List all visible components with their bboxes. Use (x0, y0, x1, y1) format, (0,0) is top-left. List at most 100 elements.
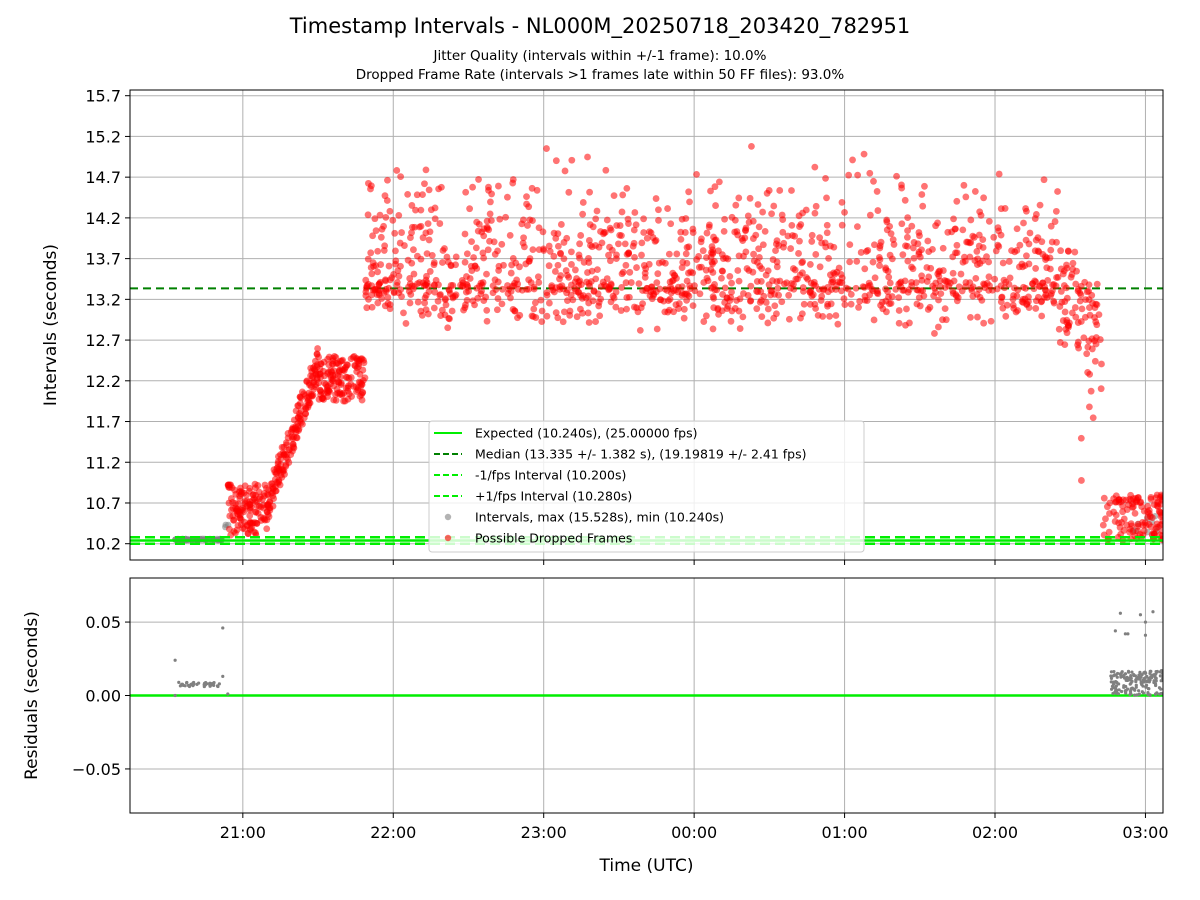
dropped-frame-point (978, 296, 986, 304)
residual-point (1158, 670, 1162, 674)
residual-point (1135, 676, 1139, 680)
top-ytick-label: 13.7 (85, 250, 121, 269)
dropped-frame-point (259, 514, 267, 522)
dropped-frame-point (483, 270, 490, 278)
dropped-frame-point (351, 361, 359, 369)
dropped-frame-point (808, 231, 816, 239)
dropped-frame-point (854, 223, 861, 231)
dropped-frame-point (316, 365, 324, 373)
dropped-frame-point (323, 383, 331, 391)
dropped-frame-point (1051, 218, 1059, 225)
dropped-frame-point (840, 295, 848, 303)
dropped-frame-point (1055, 325, 1063, 333)
dropped-frame-point (747, 282, 755, 290)
dropped-frame-point (384, 176, 391, 184)
dropped-frame-point (627, 279, 635, 286)
dropped-frame-point (1013, 247, 1021, 254)
residual-point (173, 658, 177, 662)
dropped-frame-point (448, 307, 456, 315)
residual-point (1123, 672, 1128, 676)
residual-point (1151, 610, 1155, 614)
residual-ytick-label: 0.00 (85, 687, 121, 706)
dropped-frame-point (902, 242, 909, 250)
dropped-frame-point (935, 272, 943, 280)
dropped-frame-point (641, 273, 649, 281)
dropped-frame-point (721, 284, 729, 292)
dropped-frame-point (736, 295, 744, 303)
dropped-frame-point (1047, 246, 1055, 254)
dropped-frame-point (925, 273, 933, 281)
dropped-frame-point (772, 247, 779, 255)
dropped-frame-point (414, 280, 421, 288)
dropped-frame-point (1010, 292, 1017, 299)
dropped-frame-point (297, 394, 305, 402)
residual-point (1137, 692, 1141, 696)
dropped-frame-point (434, 297, 442, 305)
dropped-frame-point (601, 229, 609, 236)
dropped-frame-point (904, 257, 912, 265)
dropped-frame-point (565, 188, 573, 196)
dropped-frame-point (715, 178, 723, 186)
dropped-frame-point (949, 269, 957, 277)
dropped-frame-point (1100, 494, 1108, 502)
dropped-frame-point (425, 236, 433, 244)
residual-points (173, 610, 1163, 698)
dropped-frame-point (613, 222, 621, 229)
dropped-frame-point (392, 247, 399, 255)
dropped-frame-point (545, 299, 553, 307)
dropped-frame-point (1069, 259, 1077, 267)
residual-point (1123, 632, 1127, 636)
dropped-frame-point (483, 317, 491, 325)
residual-point (1144, 685, 1148, 689)
dropped-frame-point (749, 235, 757, 242)
dropped-frame-point (539, 228, 547, 236)
dropped-frame-point (719, 255, 727, 262)
dropped-frame-point (1025, 240, 1033, 248)
dropped-frame-point (342, 373, 350, 381)
residual-point (1129, 692, 1133, 696)
dropped-frame-point (1157, 513, 1163, 521)
dropped-frame-point (680, 305, 688, 313)
dropped-frame-point (728, 307, 736, 315)
dropped-frame-point (866, 169, 874, 177)
dropped-frame-point (280, 443, 288, 451)
dropped-frame-point (1085, 287, 1093, 295)
dropped-frame-point (589, 297, 597, 305)
residual-point (1117, 682, 1121, 686)
dropped-frame-point (745, 218, 753, 226)
dropped-frame-point (431, 288, 439, 296)
dropped-frame-point (742, 224, 750, 232)
dropped-frame-point (665, 306, 673, 314)
dropped-frame-point (538, 318, 546, 326)
dropped-frame-point (1005, 258, 1013, 265)
residual-point (1113, 629, 1117, 633)
dropped-frame-point (408, 259, 416, 267)
dropped-frame-point (1032, 211, 1040, 218)
dropped-frame-point (524, 222, 531, 229)
dropped-frame-point (592, 215, 600, 223)
dropped-frame-point (364, 211, 372, 219)
dropped-frame-point (577, 305, 584, 313)
legend-entry-label: Median (13.335 +/- 1.382 s), (19.19819 +… (475, 447, 806, 462)
dropped-frame-point (395, 272, 403, 280)
dropped-frame-point (732, 201, 740, 209)
dropped-frame-point (686, 198, 693, 206)
dropped-frame-point (886, 251, 894, 259)
dropped-frame-point (884, 288, 891, 295)
dropped-frame-point (753, 278, 761, 285)
dropped-frame-point (885, 273, 893, 281)
residual-point (1128, 676, 1132, 680)
dropped-frame-point (616, 231, 624, 239)
dropped-frame-point (584, 153, 591, 161)
dropped-frame-point (382, 214, 390, 221)
dropped-frame-point (1023, 300, 1031, 308)
dropped-frame-point (377, 233, 385, 241)
dropped-frame-point (423, 250, 431, 258)
dropped-frame-point (560, 255, 568, 263)
dropped-frame-point (655, 216, 662, 224)
dropped-frame-point (365, 296, 372, 303)
dropped-frame-point (893, 172, 900, 180)
dropped-frame-point (909, 244, 917, 252)
dropped-frame-point (607, 280, 615, 288)
